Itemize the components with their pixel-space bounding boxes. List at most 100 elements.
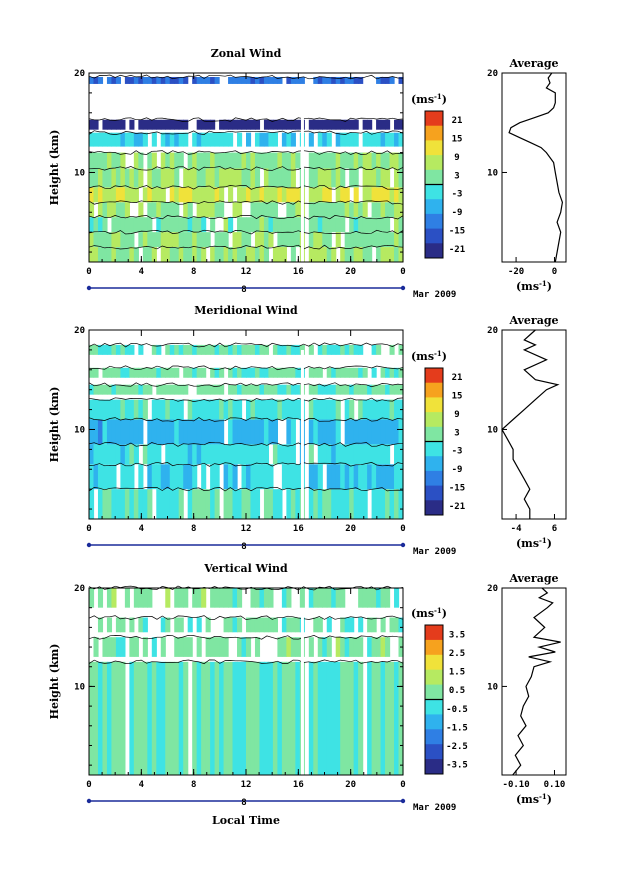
heat-cell <box>232 168 238 188</box>
average-y-tick-label: 10 <box>487 425 498 435</box>
heat-cell <box>210 119 216 130</box>
heat-cell <box>111 232 117 248</box>
heat-cell <box>263 202 270 218</box>
heat-cell <box>219 119 225 130</box>
heat-cell <box>138 217 144 233</box>
heat-cell <box>124 247 130 262</box>
heat-cell <box>322 232 328 248</box>
heat-cell <box>272 247 278 262</box>
heat-cell <box>124 419 130 445</box>
heat-cell <box>228 661 234 775</box>
contour-line <box>88 150 404 155</box>
heat-cell <box>263 588 270 608</box>
heat-cell <box>362 367 368 378</box>
heat-cell <box>174 168 180 188</box>
heat-cell <box>210 399 216 420</box>
heat-cell <box>142 119 148 130</box>
heat-cell <box>169 168 175 188</box>
heat-cell <box>340 367 346 378</box>
heat-cell <box>93 399 99 420</box>
y-tick-label: 20 <box>74 69 85 79</box>
heat-cell <box>223 588 229 608</box>
heat-cell <box>246 232 252 248</box>
heat-cell <box>246 76 252 84</box>
heat-cell <box>340 588 346 608</box>
heat-cell <box>340 344 346 355</box>
heat-cell <box>89 588 95 608</box>
heat-cell <box>93 132 99 147</box>
heat-cell <box>89 168 95 188</box>
colorbar-swatch <box>425 155 443 171</box>
heat-cell <box>178 187 184 203</box>
heat-cell <box>246 247 252 262</box>
heat-cell <box>322 444 328 465</box>
heat-cell <box>385 489 391 519</box>
heat-cell <box>254 76 261 84</box>
heat-cell <box>308 399 314 420</box>
heat-cell <box>210 152 216 169</box>
heat-cell <box>205 489 211 519</box>
heat-cell <box>241 119 247 130</box>
heat-cell <box>358 617 364 633</box>
heat-cell <box>133 399 139 420</box>
heat-cell <box>156 168 162 188</box>
heat-cell <box>214 76 220 84</box>
heat-cell <box>281 247 287 262</box>
heat-cell <box>349 76 355 84</box>
heat-cell <box>169 232 175 248</box>
heat-cell <box>165 419 171 445</box>
heat-cell <box>223 247 229 262</box>
heat-cell <box>102 187 108 203</box>
heat-cell <box>326 617 332 633</box>
heat-cell <box>187 464 193 490</box>
heat-cell <box>290 152 296 169</box>
heat-cell <box>326 384 332 395</box>
heat-cell <box>138 464 144 490</box>
heat-cell <box>331 217 337 233</box>
heat-cell <box>380 232 386 248</box>
heat-cell <box>281 217 287 233</box>
heat-cell <box>281 617 287 633</box>
heat-cell <box>97 399 104 420</box>
heat-cell <box>228 119 234 130</box>
heat-cell <box>106 202 113 218</box>
heat-cell <box>129 344 135 355</box>
heat-cell <box>124 344 130 355</box>
colorbar-swatch <box>425 199 443 215</box>
heat-cell <box>124 367 130 378</box>
colorbar-tick-label: 15 <box>452 135 463 145</box>
heat-cell <box>335 637 341 657</box>
heat-cell <box>268 119 274 130</box>
heat-cell <box>389 202 395 218</box>
heat-cell <box>138 617 144 633</box>
heat-cell <box>308 217 314 233</box>
heat-cell <box>201 464 207 490</box>
heat-cell <box>214 168 220 188</box>
colorbar-swatch <box>425 744 443 760</box>
colorbar-tick-label: 3 <box>454 428 459 438</box>
heat-cell <box>335 588 341 608</box>
heat-cell <box>147 419 153 445</box>
heat-cell <box>385 588 391 608</box>
heat-cell <box>376 444 382 465</box>
heat-cell <box>335 384 341 395</box>
heat-cell <box>187 367 193 378</box>
heat-cell <box>340 132 346 147</box>
heat-cell <box>380 187 386 203</box>
heat-cell <box>160 247 166 262</box>
heat-cell <box>237 367 243 378</box>
heat-cell <box>385 187 391 203</box>
heat-cell <box>187 217 193 233</box>
heat-cell <box>349 399 355 420</box>
heat-cell <box>367 384 373 395</box>
heat-cell <box>254 661 261 775</box>
heat-cell <box>358 217 364 233</box>
heat-cell <box>89 187 95 203</box>
heat-cell <box>138 76 144 84</box>
heat-cell <box>286 232 292 248</box>
heat-cell <box>277 344 283 355</box>
heat-cell <box>394 168 400 188</box>
heat-cell <box>290 217 296 233</box>
heat-cell <box>115 444 121 465</box>
contour-line <box>88 365 404 371</box>
